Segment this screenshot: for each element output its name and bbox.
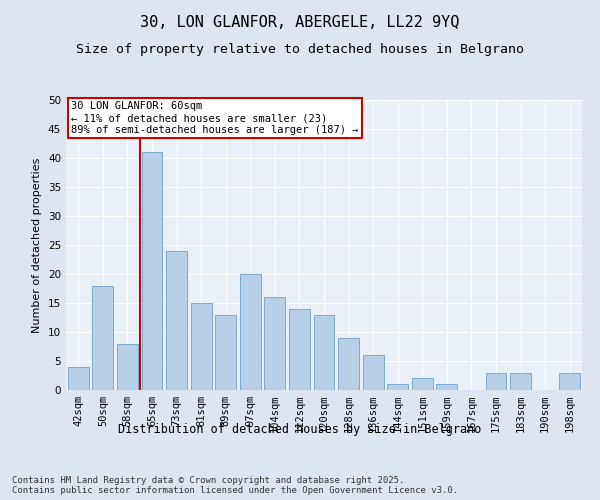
Bar bbox=[338, 338, 359, 390]
Bar bbox=[265, 297, 286, 390]
Bar bbox=[117, 344, 138, 390]
Bar bbox=[559, 372, 580, 390]
Text: 30, LON GLANFOR, ABERGELE, LL22 9YQ: 30, LON GLANFOR, ABERGELE, LL22 9YQ bbox=[140, 15, 460, 30]
Bar bbox=[191, 303, 212, 390]
Text: Size of property relative to detached houses in Belgrano: Size of property relative to detached ho… bbox=[76, 42, 524, 56]
Bar bbox=[485, 372, 506, 390]
Bar bbox=[436, 384, 457, 390]
Bar bbox=[314, 314, 334, 390]
Bar bbox=[510, 372, 531, 390]
Bar bbox=[166, 251, 187, 390]
Bar bbox=[289, 309, 310, 390]
Bar bbox=[362, 355, 383, 390]
Text: Contains HM Land Registry data © Crown copyright and database right 2025.
Contai: Contains HM Land Registry data © Crown c… bbox=[12, 476, 458, 495]
Y-axis label: Number of detached properties: Number of detached properties bbox=[32, 158, 43, 332]
Bar bbox=[142, 152, 163, 390]
Bar bbox=[412, 378, 433, 390]
Bar bbox=[240, 274, 261, 390]
Bar bbox=[92, 286, 113, 390]
Text: Distribution of detached houses by size in Belgrano: Distribution of detached houses by size … bbox=[118, 422, 482, 436]
Text: 30 LON GLANFOR: 60sqm
← 11% of detached houses are smaller (23)
89% of semi-deta: 30 LON GLANFOR: 60sqm ← 11% of detached … bbox=[71, 102, 359, 134]
Bar bbox=[387, 384, 408, 390]
Bar bbox=[68, 367, 89, 390]
Bar bbox=[215, 314, 236, 390]
